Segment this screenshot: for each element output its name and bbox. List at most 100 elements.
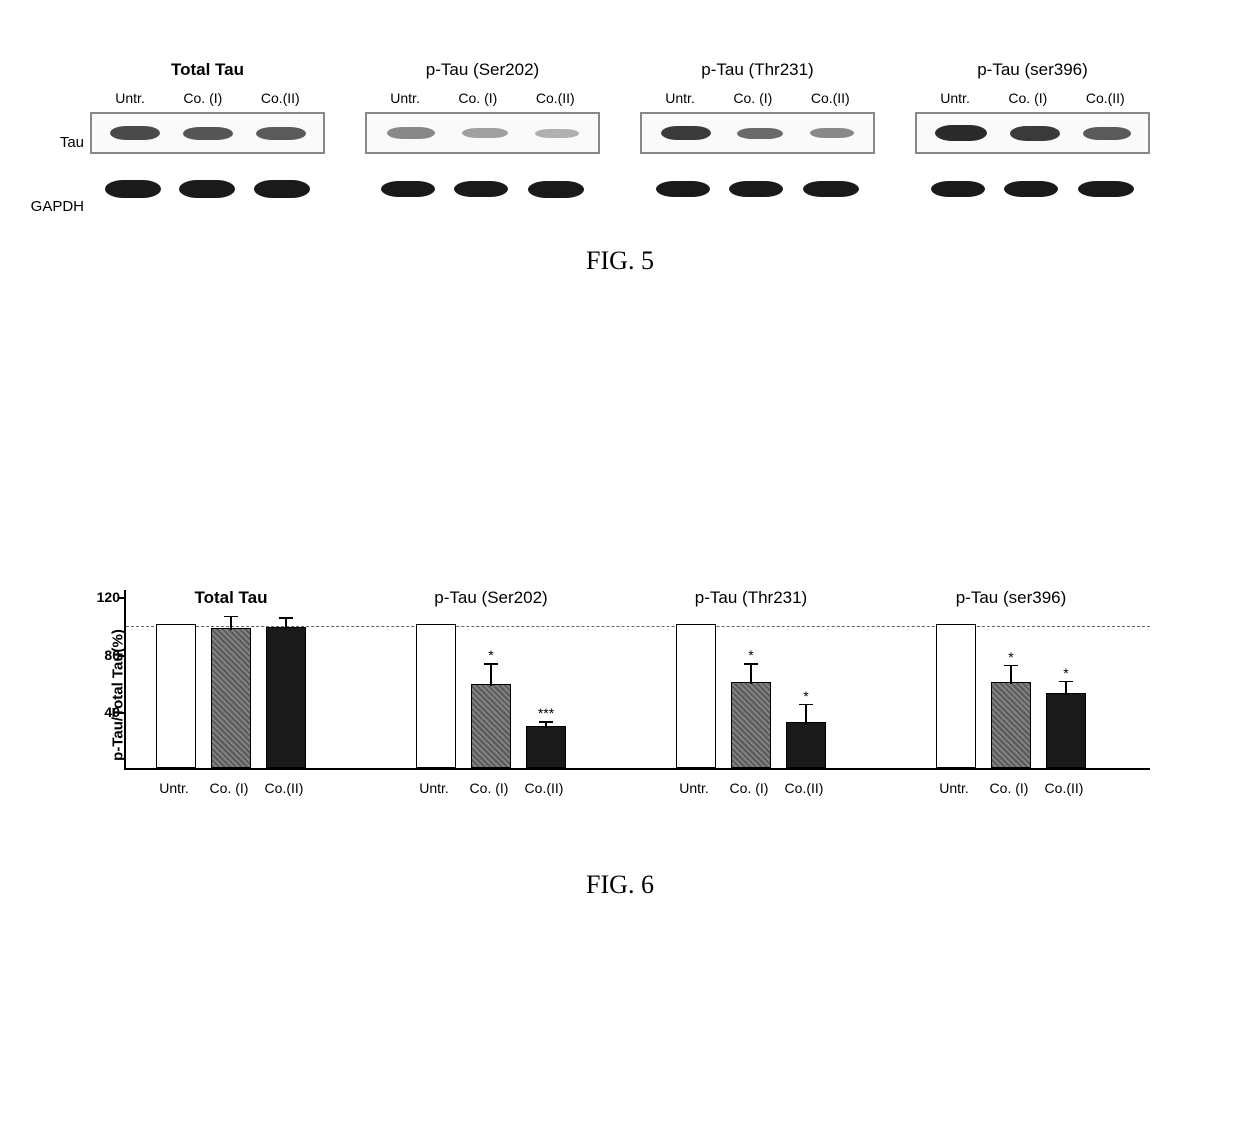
band	[528, 181, 584, 198]
error-cap	[1004, 665, 1018, 667]
x-axis-label: Untr.	[159, 780, 189, 796]
bar	[731, 682, 771, 768]
error-cap	[799, 704, 813, 706]
band	[179, 180, 235, 198]
fig6-caption: FIG. 6	[90, 870, 1150, 900]
panel-title: p-Tau (Thr231)	[640, 60, 875, 80]
lane-label: Untr.	[390, 90, 420, 106]
error-cap	[484, 663, 498, 665]
band	[254, 180, 310, 198]
row-label-tau: Tau	[30, 134, 84, 151]
band	[256, 127, 306, 140]
error-cap	[1059, 681, 1073, 683]
band	[729, 181, 783, 197]
bar	[1046, 693, 1086, 768]
lane-label: Co.(II)	[811, 90, 850, 106]
lane-label: Untr.	[665, 90, 695, 106]
row-label-gapdh: GAPDH	[30, 198, 84, 215]
bar	[266, 627, 306, 768]
lane-label: Untr.	[940, 90, 970, 106]
band	[656, 181, 710, 197]
bar	[156, 624, 196, 768]
western-blot-panel: p-Tau (Ser202) Untr. Co. (I) Co.(II)	[365, 60, 600, 206]
band	[454, 181, 508, 197]
x-axis-label: Co.(II)	[785, 780, 824, 796]
fig5-caption: FIG. 5	[90, 246, 1150, 276]
lane-label: Untr.	[115, 90, 145, 106]
x-axis-label: Untr.	[939, 780, 969, 796]
fig6-chart: p-Tau/Total Tau(%) 4080120Total Taup-Tau…	[90, 590, 1150, 800]
lane-label: Co. (I)	[458, 90, 497, 106]
group-title: p-Tau (Thr231)	[695, 588, 807, 608]
significance-marker: *	[748, 647, 753, 663]
error-cap	[279, 617, 293, 619]
significance-marker: *	[488, 647, 493, 663]
gapdh-blot	[640, 172, 875, 206]
band	[1004, 181, 1058, 197]
x-axis-label: Untr.	[679, 780, 709, 796]
fig5: Tau GAPDH Total TauUntr.Co. (I)Co.(II)p-…	[90, 60, 1150, 276]
error-cap	[539, 721, 553, 723]
bar	[416, 624, 456, 768]
lane-label: Co.(II)	[1086, 90, 1125, 106]
lane-label: Co. (I)	[183, 90, 222, 106]
lane-label: Co.(II)	[536, 90, 575, 106]
x-axis-label: Co.(II)	[265, 780, 304, 796]
significance-marker: ***	[538, 705, 554, 721]
y-tick-label: 80	[92, 647, 120, 663]
group-title: p-Tau (Ser202)	[434, 588, 547, 608]
y-tick-label: 40	[92, 704, 120, 720]
band	[1078, 181, 1134, 197]
band	[661, 126, 711, 140]
x-axis-label: Co. (I)	[210, 780, 249, 796]
gapdh-blot	[90, 172, 325, 206]
error-cap	[744, 663, 758, 665]
bar	[786, 722, 826, 768]
group-title: p-Tau (ser396)	[956, 588, 1067, 608]
error-bar	[230, 616, 232, 630]
error-bar	[750, 663, 752, 683]
significance-marker: *	[803, 688, 808, 704]
band	[931, 181, 985, 197]
lane-labels: Untr. Co. (I) Co.(II)	[90, 90, 325, 106]
lane-labels: Untr. Co. (I) Co.(II)	[365, 90, 600, 106]
western-blot-panel: p-Tau (ser396)Untr.Co. (I)Co.(II)	[915, 60, 1150, 206]
x-axis-label: Co. (I)	[990, 780, 1029, 796]
chart-area: 4080120Total Taup-Tau (Ser202)****p-Tau …	[124, 590, 1150, 770]
significance-marker: *	[1008, 649, 1013, 665]
band	[110, 126, 160, 140]
gapdh-blot	[915, 172, 1150, 206]
bar	[211, 628, 251, 768]
band	[810, 128, 854, 138]
x-axis-label: Co. (I)	[470, 780, 509, 796]
western-blot-panel: p-Tau (Thr231) Untr. Co. (I) Co.(II)	[640, 60, 875, 206]
band	[1083, 127, 1131, 140]
tau-blot	[365, 112, 600, 154]
x-axis-label: Untr.	[419, 780, 449, 796]
band	[387, 127, 435, 139]
error-bar	[490, 663, 492, 686]
band	[803, 181, 859, 197]
lane-labels: Untr. Co. (I) Co.(II)	[640, 90, 875, 106]
x-axis-label: Co.(II)	[525, 780, 564, 796]
significance-marker: *	[1063, 665, 1068, 681]
bar	[991, 682, 1031, 768]
band	[183, 127, 233, 140]
error-bar	[285, 617, 287, 629]
band	[935, 125, 987, 141]
panel-title: Total Tau	[90, 60, 325, 80]
band	[462, 128, 508, 138]
lane-label: Co.(II)	[261, 90, 300, 106]
bar	[471, 684, 511, 768]
lane-label: Co. (I)	[733, 90, 772, 106]
group-title: Total Tau	[194, 588, 267, 608]
error-cap	[224, 616, 238, 618]
error-bar	[1010, 665, 1012, 684]
band	[105, 180, 161, 198]
error-bar	[1065, 681, 1067, 695]
bar	[676, 624, 716, 768]
tau-blot	[915, 112, 1150, 154]
panel-title: p-Tau (Ser202)	[365, 60, 600, 80]
y-tick-label: 120	[92, 589, 120, 605]
gapdh-blot	[365, 172, 600, 206]
